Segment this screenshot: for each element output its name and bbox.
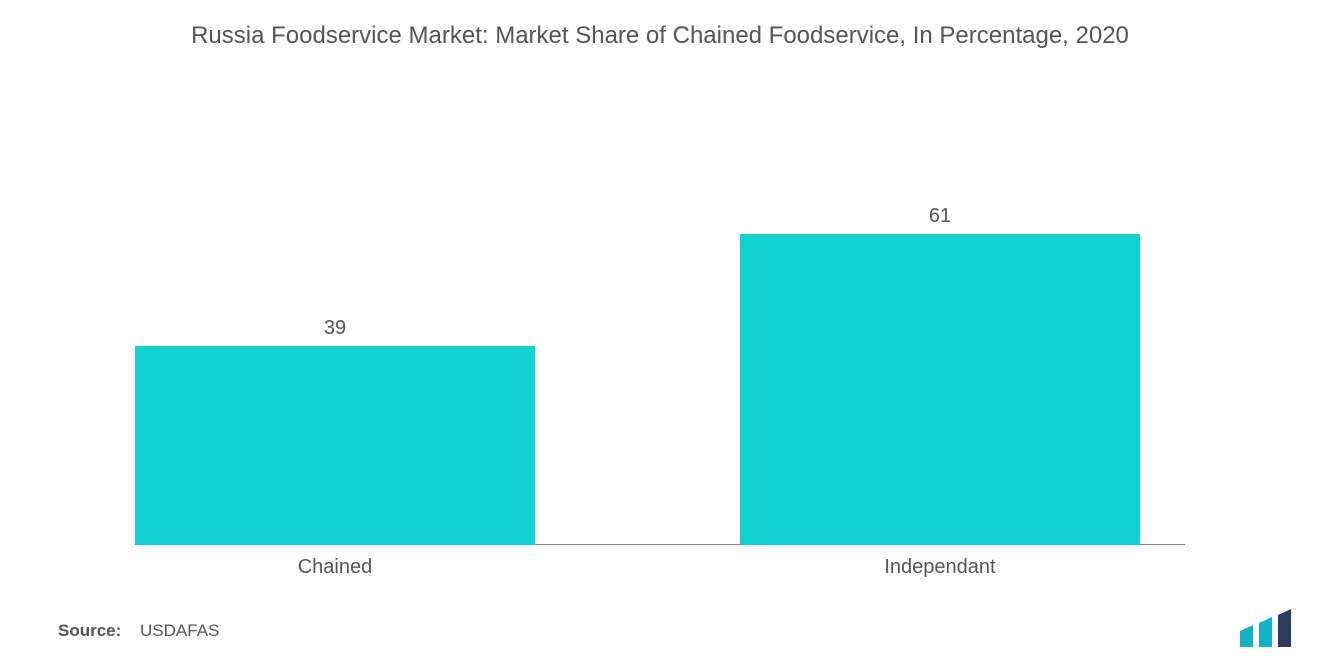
chart-title: Russia Foodservice Market: Market Share … <box>0 0 1320 50</box>
bar-category-label: Independant <box>740 556 1140 579</box>
mordor-logo-icon <box>1240 609 1298 647</box>
bar-category-label: Chained <box>135 556 535 579</box>
source-attribution: Source: USDAFAS <box>58 621 219 641</box>
bar-value-label: 61 <box>740 205 1140 228</box>
source-value: USDAFAS <box>140 621 219 640</box>
bar <box>135 346 535 545</box>
source-label: Source: <box>58 621 121 640</box>
brand-logo <box>1240 609 1298 647</box>
chart-plot-area: 39Chained61Independant <box>60 80 1260 545</box>
bar <box>740 234 1140 545</box>
bar-value-label: 39 <box>135 317 535 340</box>
